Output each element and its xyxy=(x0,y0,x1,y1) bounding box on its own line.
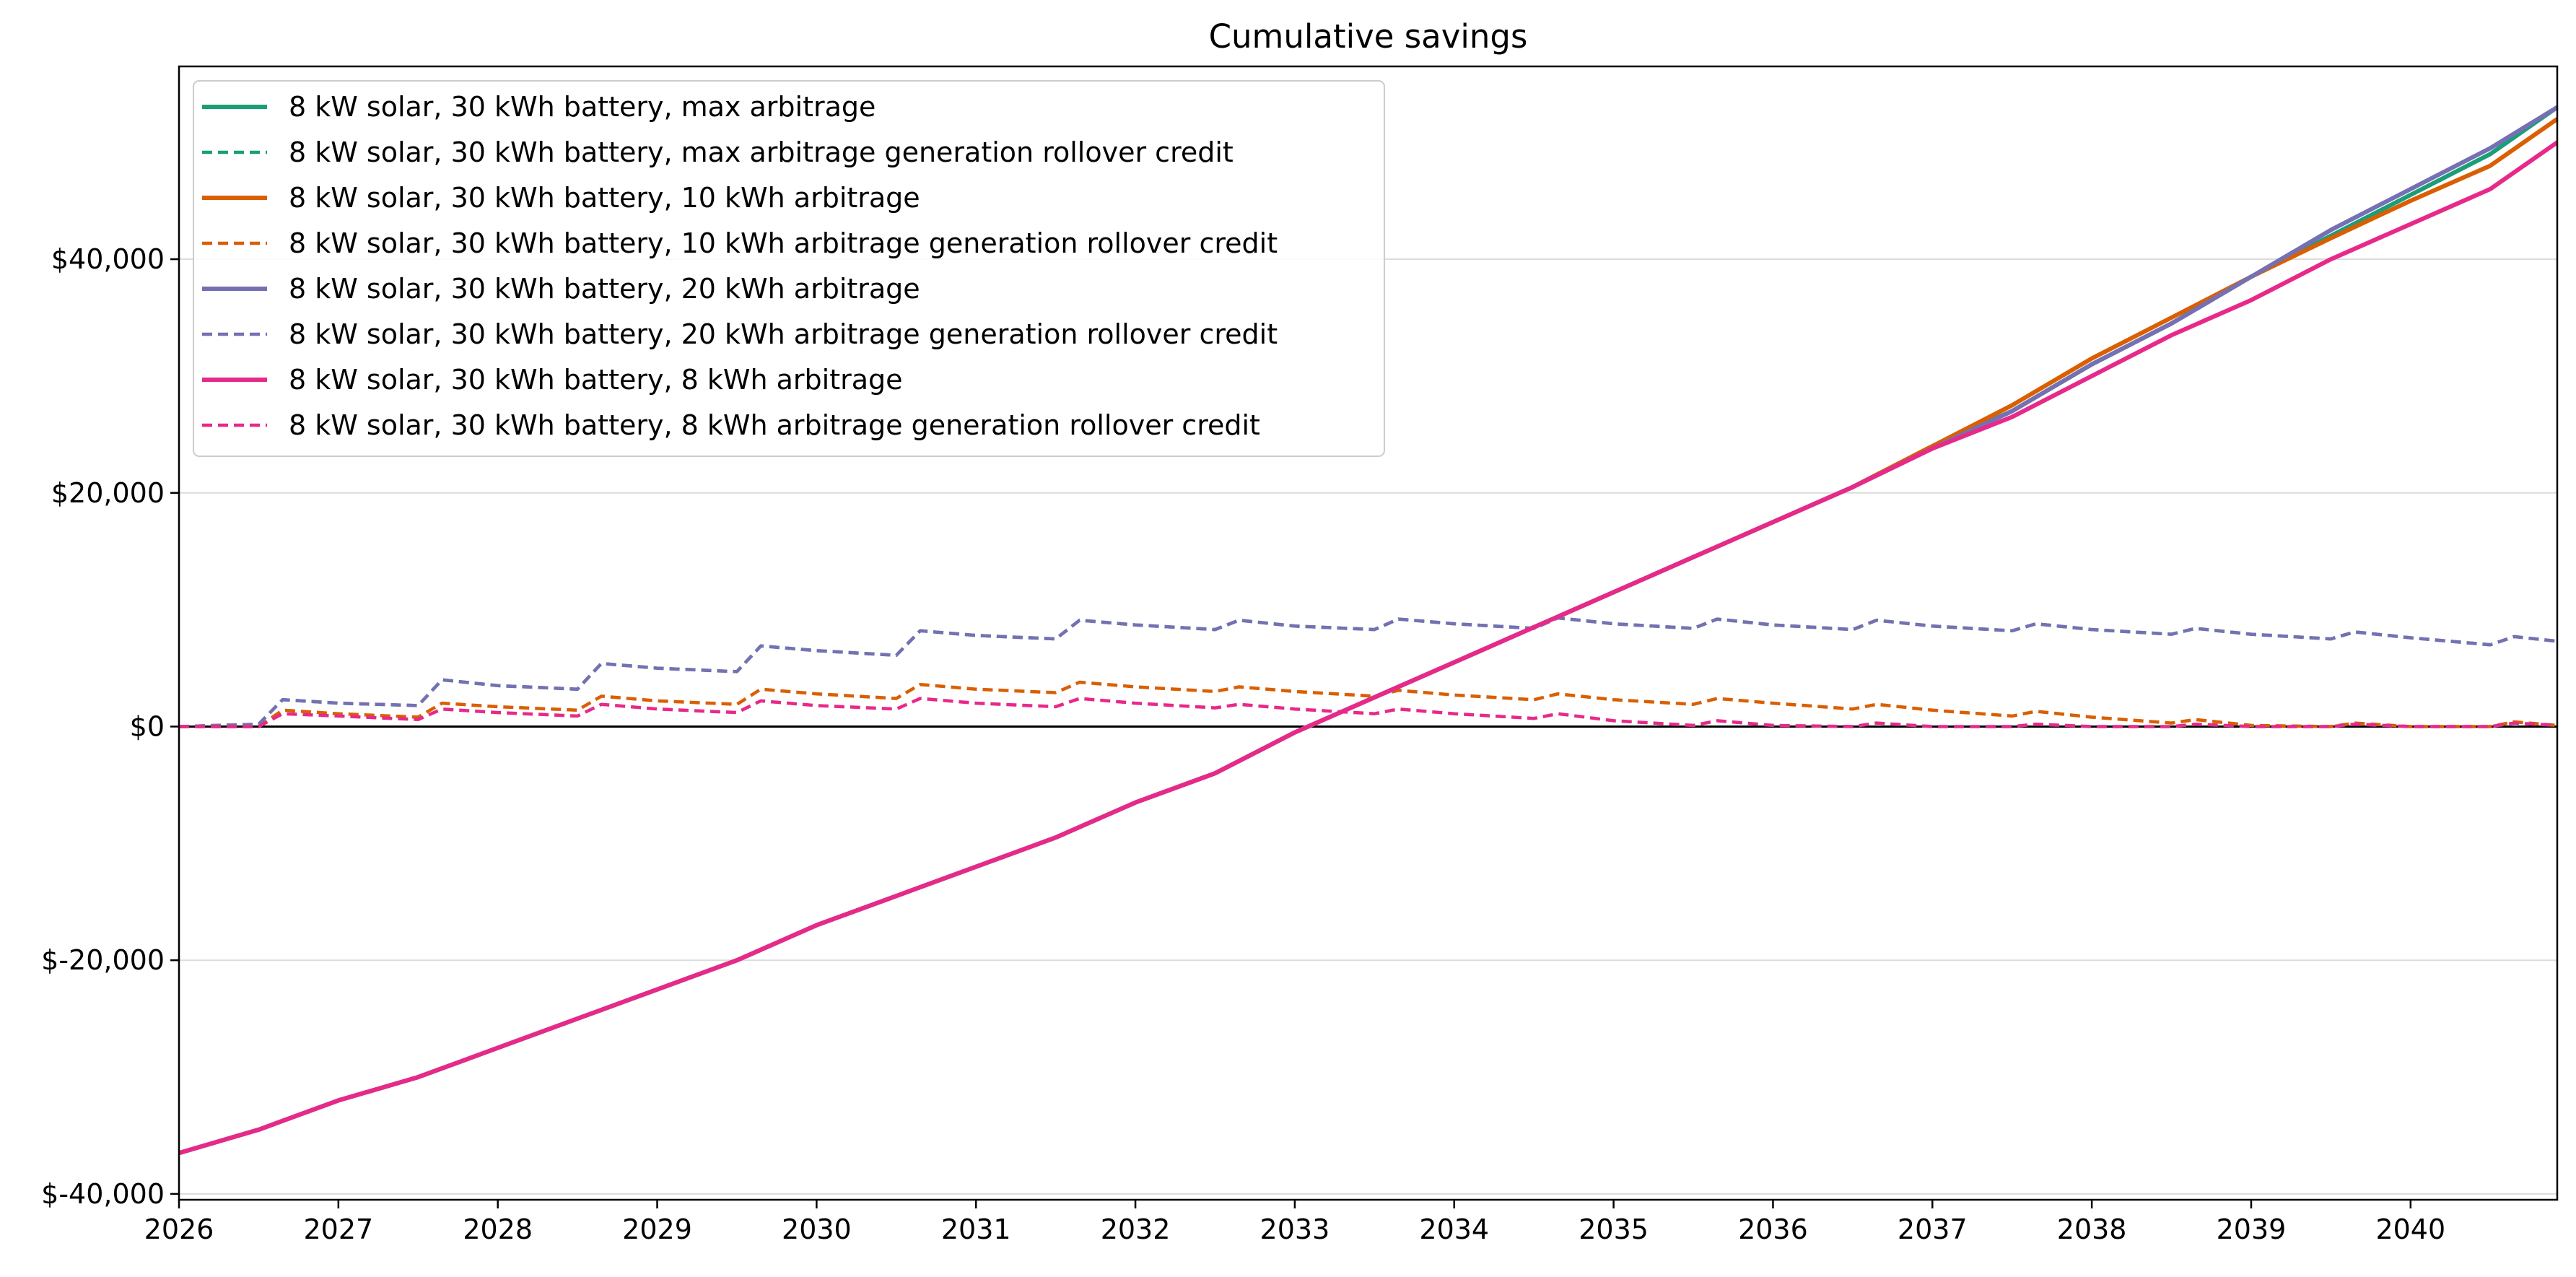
y-tick-label: $40,000 xyxy=(51,243,165,275)
x-tick-label: 2028 xyxy=(463,1213,533,1245)
y-tick-label: $-20,000 xyxy=(41,944,165,976)
legend-label: 8 kW solar, 30 kWh battery, 8 kWh arbitr… xyxy=(289,364,903,396)
x-tick-label: 2031 xyxy=(941,1213,1011,1245)
x-tick-label: 2033 xyxy=(1260,1213,1330,1245)
x-tick-label: 2039 xyxy=(2217,1213,2287,1245)
series-line-7 xyxy=(178,140,2559,1156)
x-tick-label: 2037 xyxy=(1898,1213,1968,1245)
x-tick-label: 2030 xyxy=(782,1213,852,1245)
series-line-8 xyxy=(179,697,2558,728)
legend-label: 8 kW solar, 30 kWh battery, max arbitrag… xyxy=(289,91,876,123)
x-axis: 2026 2027 2028 2029 2030 2031 2032 2033 2034 2035… xyxy=(144,1200,2445,1245)
legend-label: 8 kW solar, 30 kWh battery, 8 kWh arbitr… xyxy=(289,409,1260,441)
legend: 8 kW solar, 30 kWh battery, max arbitrag… xyxy=(193,80,1385,457)
series-line-4 xyxy=(179,680,2558,728)
chart-title: Cumulative savings xyxy=(1209,17,1528,56)
legend-label: 8 kW solar, 30 kWh battery, max arbitrag… xyxy=(289,136,1234,168)
y-tick-label: $-40,000 xyxy=(41,1178,165,1210)
x-tick-label: 2032 xyxy=(1101,1213,1171,1245)
series-line-6 xyxy=(178,616,2558,728)
legend-label: 8 kW solar, 30 kWh battery, 10 kWh arbit… xyxy=(289,182,920,214)
y-tick-label: $20,000 xyxy=(51,477,165,509)
plot-frame xyxy=(178,65,2559,1201)
x-tick-label: 2038 xyxy=(2057,1213,2127,1245)
series-group xyxy=(178,105,2559,1156)
legend-label: 8 kW solar, 30 kWh battery, 20 kWh arbit… xyxy=(289,273,920,305)
x-tick-label: 2034 xyxy=(1419,1213,1489,1245)
x-tick-label: 2027 xyxy=(303,1213,373,1245)
y-axis: $-40,000 $-20,000 $0 $20,000 $40,000 xyxy=(41,243,179,1210)
x-tick-label: 2036 xyxy=(1738,1213,1808,1245)
x-tick-label: 2035 xyxy=(1579,1213,1649,1245)
x-tick-label: 2026 xyxy=(144,1213,214,1245)
y-tick-label: $0 xyxy=(130,710,165,742)
series-line-2 xyxy=(178,616,2558,728)
legend-label: 8 kW solar, 30 kWh battery, 10 kWh arbit… xyxy=(289,227,1278,259)
x-tick-label: 2029 xyxy=(622,1213,692,1245)
x-tick-label: 2040 xyxy=(2375,1213,2445,1245)
legend-label: 8 kW solar, 30 kWh battery, 20 kWh arbit… xyxy=(289,318,1278,350)
legend-box xyxy=(193,80,1385,457)
